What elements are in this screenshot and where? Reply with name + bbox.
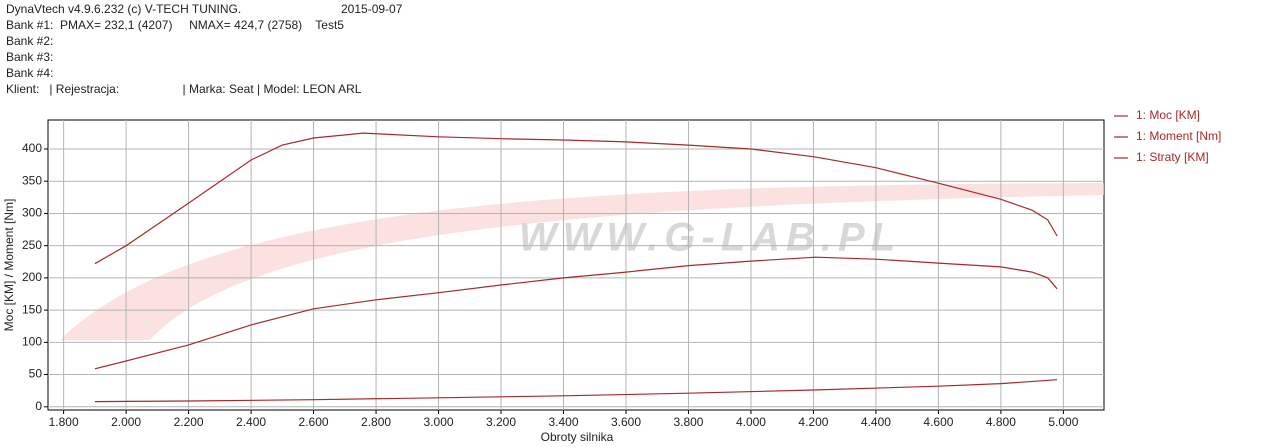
x-tick-label: 2.400: [236, 415, 266, 429]
x-tick-label: 3.800: [673, 415, 703, 429]
y-tick-label: 100: [22, 335, 42, 349]
series-line: [94, 379, 1058, 403]
x-tick-label: 4.800: [986, 415, 1016, 429]
y-tick-label: 250: [22, 238, 42, 252]
x-tick-label: 4.200: [798, 415, 828, 429]
legend-label: 1: Straty [KM]: [1136, 150, 1209, 164]
legend-label: 1: Moment [Nm]: [1136, 129, 1221, 143]
x-tick-label: 2.000: [111, 415, 141, 429]
y-tick-label: 300: [22, 206, 42, 220]
x-tick-label: 2.600: [299, 415, 329, 429]
watermark: WWW.G-LAB.PL: [519, 216, 901, 260]
x-tick-label: 3.000: [424, 415, 454, 429]
y-tick-label: 50: [29, 367, 43, 381]
client-info: Klient: | Rejestracja: | Marka: Seat | M…: [6, 82, 362, 96]
x-tick-label: 3.200: [486, 415, 516, 429]
test-date: 2015-09-07: [341, 2, 403, 16]
x-tick-label: 2.800: [361, 415, 391, 429]
x-tick-label: 3.600: [611, 415, 641, 429]
y-tick-label: 350: [22, 173, 42, 187]
x-tick-label: 5.000: [1048, 415, 1078, 429]
x-axis-title: Obroty silnika: [541, 430, 614, 444]
series-line: [94, 132, 1058, 265]
x-tick-label: 1.800: [49, 415, 79, 429]
y-tick-label: 0: [35, 399, 42, 413]
x-tick-label: 2.200: [174, 415, 204, 429]
watermark-swoosh: [60, 183, 1104, 340]
x-tick-label: 4.000: [736, 415, 766, 429]
series-line: [94, 256, 1058, 370]
bank-3: Bank #3:: [6, 50, 53, 64]
software-title: DynaVtech v4.9.6.232 (c) V-TECH TUNING.: [6, 2, 241, 16]
x-tick-label: 4.400: [861, 415, 891, 429]
y-tick-label: 200: [22, 270, 42, 284]
y-axis-title: Moc [KM] / Moment [Nm]: [2, 199, 16, 332]
y-tick-label: 400: [22, 141, 42, 155]
x-tick-label: 3.400: [548, 415, 578, 429]
bank-4: Bank #4:: [6, 66, 53, 80]
y-tick-label: 150: [22, 302, 42, 316]
x-tick-label: 4.600: [923, 415, 953, 429]
bank-2: Bank #2:: [6, 34, 53, 48]
legend-label: 1: Moc [KM]: [1136, 108, 1200, 122]
bank-1: Bank #1: PMAX= 232,1 (4207) NMAX= 424,7 …: [6, 18, 344, 32]
